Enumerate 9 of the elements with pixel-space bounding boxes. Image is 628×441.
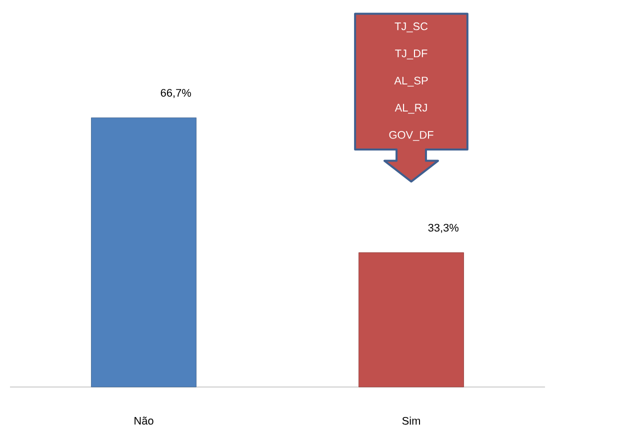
data-label: 33,3%: [428, 224, 458, 233]
annotation: GOV_DF: [389, 131, 434, 141]
text: AL_RJ: [394, 104, 427, 114]
x-tick-label: Não: [134, 416, 154, 425]
text: TJ_SC: [394, 22, 428, 32]
data-label: 66,7%: [160, 88, 191, 98]
text: TJ_DF: [395, 50, 428, 60]
text: AL_SP: [394, 76, 428, 87]
x-tick-label: Sim: [402, 416, 420, 425]
